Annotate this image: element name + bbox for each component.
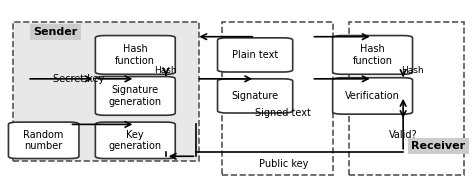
Text: Random
number: Random number (24, 130, 64, 151)
Text: Hash
function: Hash function (115, 44, 155, 66)
FancyBboxPatch shape (222, 22, 333, 174)
FancyBboxPatch shape (333, 78, 412, 114)
Text: Valid?: Valid? (389, 130, 418, 140)
Text: Receiver: Receiver (411, 141, 465, 151)
Text: Key
generation: Key generation (109, 130, 162, 151)
Text: Hash: Hash (401, 66, 424, 75)
Text: Hash: Hash (155, 66, 177, 75)
Text: Signed text: Signed text (255, 108, 311, 118)
FancyBboxPatch shape (95, 77, 175, 115)
FancyBboxPatch shape (95, 122, 175, 159)
Text: Secret key: Secret key (53, 74, 105, 84)
FancyBboxPatch shape (218, 38, 293, 72)
Text: Sender: Sender (33, 27, 78, 37)
FancyBboxPatch shape (13, 22, 199, 161)
Text: Signature: Signature (232, 91, 279, 101)
FancyBboxPatch shape (349, 22, 464, 174)
Text: Signature
generation: Signature generation (109, 85, 162, 107)
FancyBboxPatch shape (95, 36, 175, 74)
Text: Plain text: Plain text (232, 50, 278, 60)
Text: Verification: Verification (345, 91, 400, 101)
Text: Public key: Public key (259, 159, 308, 169)
FancyBboxPatch shape (333, 36, 412, 74)
FancyBboxPatch shape (218, 79, 293, 113)
Text: Hash
function: Hash function (353, 44, 392, 66)
FancyBboxPatch shape (9, 122, 79, 159)
